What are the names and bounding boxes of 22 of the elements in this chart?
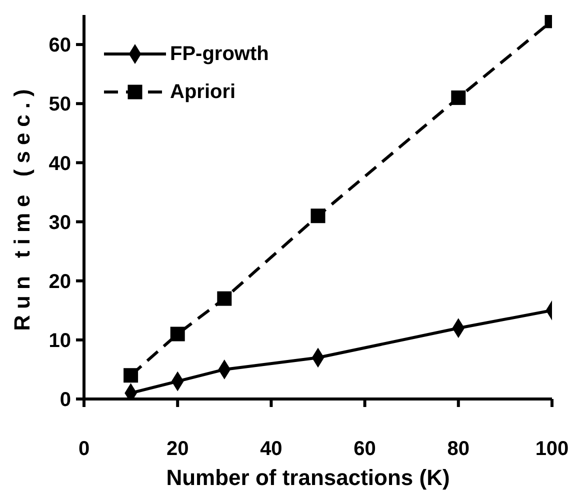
x-axis-title: Number of transactions (K) (166, 465, 450, 490)
y-tick-label: 50 (48, 94, 71, 116)
point (170, 326, 185, 342)
legend-label: FP-growth (170, 42, 269, 66)
point (217, 291, 232, 306)
y-tick-label: 30 (48, 212, 71, 234)
y-tick-label: 0 (60, 389, 71, 412)
x-tick-label: 60 (354, 438, 376, 460)
point (451, 90, 466, 105)
x-tick-label: 20 (166, 438, 189, 460)
y-tick-label: 40 (48, 152, 71, 175)
x-tick-label: 0 (78, 438, 90, 460)
y-tick-label: 60 (48, 34, 71, 57)
y-axis-title: Run time (sec.) (10, 83, 34, 331)
y-tick-label: 20 (48, 270, 71, 293)
x-tick-label: 40 (260, 438, 282, 460)
point (124, 368, 138, 383)
point (310, 208, 326, 224)
x-tick-label: 100 (535, 438, 569, 460)
legend-label: Apriori (170, 80, 236, 104)
x-tick-label: 80 (447, 438, 470, 460)
y-tick-label: 10 (48, 330, 71, 352)
